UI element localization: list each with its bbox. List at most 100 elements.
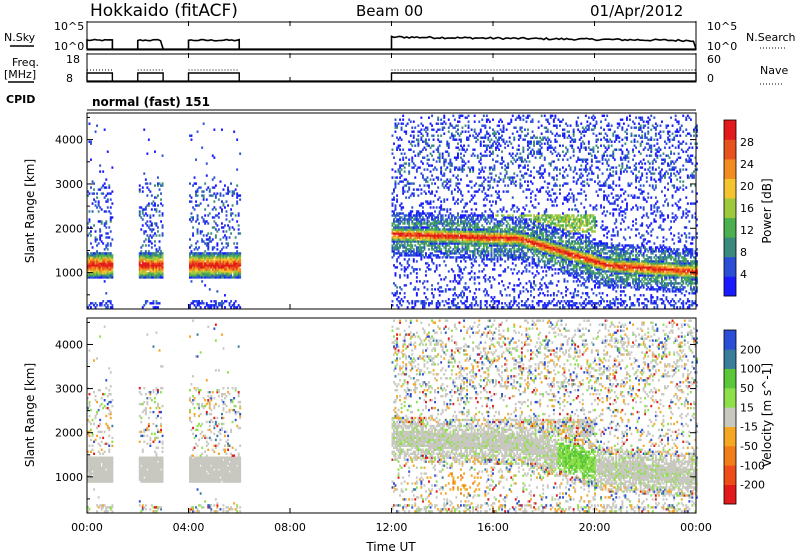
power-cell: [511, 218, 514, 221]
power-cell: [111, 190, 114, 193]
power-cell: [508, 294, 511, 297]
power-cell: [539, 168, 542, 171]
power-cell: [540, 232, 543, 235]
power-cell: [443, 252, 446, 255]
power-cell: [488, 200, 491, 203]
power-cell: [141, 306, 144, 309]
power-cell: [406, 214, 409, 217]
power-cell: [516, 236, 519, 239]
power-cell: [449, 184, 452, 187]
power-cell: [481, 234, 484, 237]
power-cell: [393, 220, 395, 223]
power-cell: [411, 210, 414, 213]
power-cell: [414, 236, 417, 239]
power-cell: [154, 276, 156, 279]
power-cell: [192, 254, 195, 257]
power-cell: [426, 202, 429, 205]
power-cell: [443, 260, 446, 263]
power-cell: [408, 250, 411, 253]
power-cell: [190, 262, 193, 265]
power-cell: [91, 202, 94, 205]
power-cell: [393, 282, 395, 285]
power-cell: [499, 252, 502, 255]
power-cell: [391, 300, 394, 303]
power-cell: [152, 262, 155, 265]
power-cell: [88, 276, 91, 279]
power-cell: [103, 262, 106, 265]
power-cell: [531, 242, 534, 245]
power-cell: [411, 130, 414, 133]
power-cell: [224, 306, 226, 309]
power-cell: [522, 270, 525, 273]
power-cell: [531, 266, 534, 269]
power-cell: [400, 254, 403, 257]
power-cell: [542, 270, 545, 273]
power-cell: [155, 224, 158, 227]
power-cell: [481, 184, 484, 187]
power-cell: [479, 252, 482, 255]
power-cell: [559, 244, 561, 247]
power-cell: [514, 224, 517, 227]
power-cell: [147, 256, 150, 259]
power-cell: [432, 200, 435, 203]
power-cell: [493, 244, 496, 247]
power-cell: [444, 218, 447, 221]
power-cell: [549, 302, 552, 305]
power-cell: [414, 234, 417, 237]
power-cell: [533, 216, 536, 219]
power-cell: [93, 264, 96, 267]
power-cell: [478, 282, 481, 285]
power-cell: [225, 236, 228, 239]
power-cell: [461, 170, 464, 173]
power-cell: [539, 260, 542, 263]
power-cell: [239, 256, 242, 259]
power-cell: [437, 122, 440, 125]
power-cell: [417, 154, 420, 157]
power-cell: [426, 162, 429, 165]
power-cell: [531, 240, 534, 243]
power-cell: [150, 242, 153, 245]
power-cell: [463, 238, 466, 241]
power-cell: [434, 246, 437, 249]
power-cell: [417, 228, 420, 231]
power-cell: [394, 292, 397, 295]
power-cell: [196, 232, 199, 235]
power-cell: [233, 272, 236, 275]
power-cell: [492, 232, 494, 235]
power-cell: [405, 218, 408, 221]
power-cell: [514, 232, 517, 235]
power-cell: [399, 246, 402, 249]
power-cell: [189, 182, 191, 185]
power-cell: [449, 288, 452, 291]
power-cell: [431, 234, 434, 237]
power-cell: [96, 238, 99, 241]
power-cell: [394, 122, 397, 125]
power-cell: [108, 256, 111, 259]
power-cell: [414, 126, 417, 129]
power-cell: [393, 188, 395, 191]
power-cell: [481, 216, 484, 219]
power-cell: [406, 218, 409, 221]
power-cell: [498, 142, 501, 145]
power-cell: [452, 240, 455, 243]
power-cell: [199, 252, 202, 255]
power-cell: [447, 118, 450, 121]
power-cell: [484, 136, 487, 139]
power-cell: [473, 226, 476, 229]
power-cell: [460, 268, 462, 271]
power-cell: [472, 226, 475, 229]
power-cell: [88, 272, 91, 275]
power-cell: [108, 264, 111, 267]
power-cell: [405, 232, 408, 235]
power-cell: [501, 166, 504, 169]
power-cell: [559, 124, 561, 127]
power-cell: [533, 176, 536, 179]
power-cell: [517, 236, 520, 239]
power-cell: [548, 220, 551, 223]
power-cell: [214, 260, 217, 263]
sky-count-panel: N.Sky 10^5 10^0 10^5 10^0 N.Search: [4, 20, 796, 53]
power-cell: [190, 270, 193, 273]
power-cell: [466, 116, 469, 119]
power-cell: [87, 260, 89, 263]
power-cell: [400, 236, 403, 239]
